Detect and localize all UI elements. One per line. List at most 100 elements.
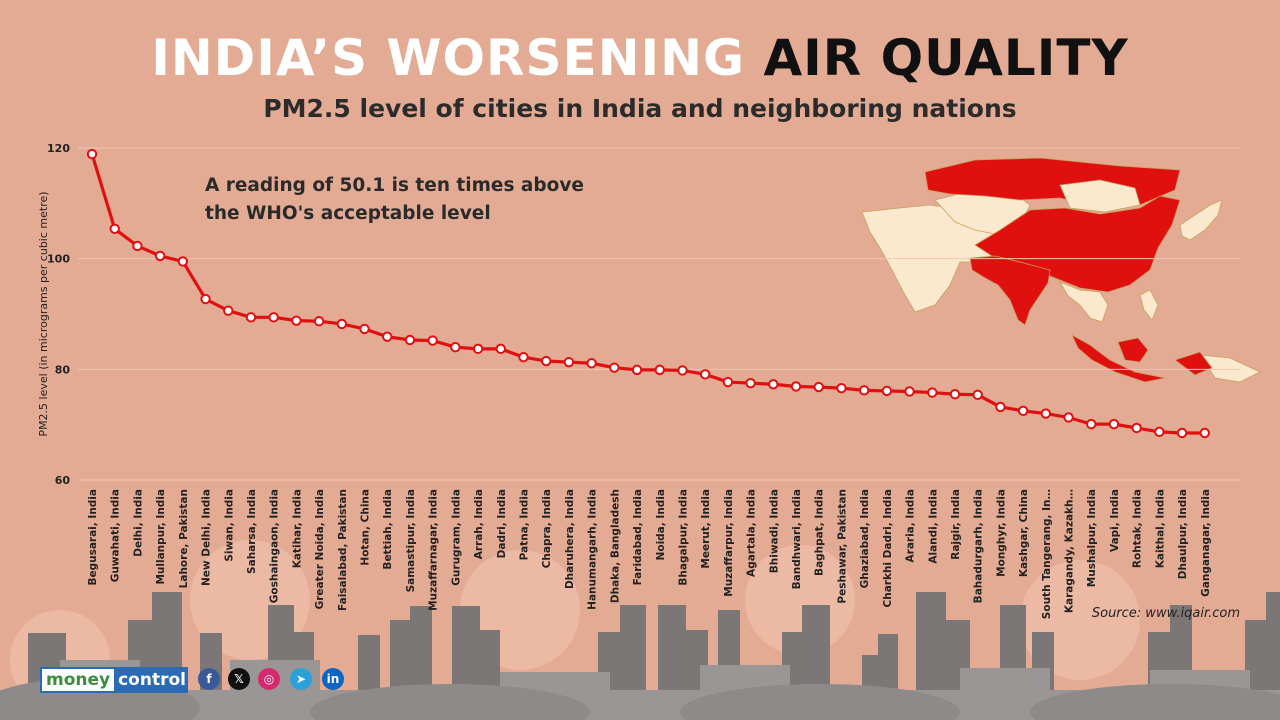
x-tick-label: Muzaffarpur, India — [723, 489, 735, 597]
linkedin-icon[interactable]: in — [322, 668, 344, 690]
y-tick-label: 120 — [47, 142, 70, 155]
data-point — [1176, 427, 1188, 439]
x-tick-label: Bettiah, India — [382, 489, 394, 570]
data-point — [972, 389, 983, 400]
chart-series — [86, 148, 1210, 439]
x-tick-label: Dhaulpur, India — [1177, 489, 1189, 579]
data-point — [586, 358, 597, 369]
title-part-1: INDIA’S WORSENING — [151, 29, 746, 87]
x-tick-label: Agartala, India — [746, 489, 758, 577]
x-tick-label: Meerut, India — [700, 489, 712, 569]
x-tick-label: Siwan, India — [223, 489, 235, 562]
data-point — [359, 323, 370, 335]
x-tick-label: Muzaffarnagar, India — [428, 489, 440, 611]
telegram-icon[interactable]: ➤ — [290, 668, 312, 690]
x-tick-label: Kashgar, China — [1018, 489, 1030, 577]
x-tick-label: Baghpat, India — [814, 489, 826, 576]
logo-part-2: control — [118, 670, 186, 690]
x-tick-label: Chapra, India — [541, 489, 553, 568]
x-tick-label: Begusarai, India — [87, 489, 99, 586]
x-tick-label: Araria, India — [905, 489, 917, 562]
x-tick-label: Goshaingaon, India — [269, 489, 281, 603]
data-point — [382, 331, 393, 342]
data-point — [1017, 405, 1029, 417]
y-tick-label: 60 — [55, 474, 71, 487]
x-tick-label: Ganganagar, India — [1200, 489, 1212, 597]
y-axis-label: PM2.5 level (in micrograms per cubic met… — [37, 191, 50, 436]
x-tick-label: Mullanpur, India — [155, 489, 167, 585]
x-tick-label: Lahore, Pakistan — [178, 489, 190, 588]
x-tick-label: Alandi, India — [927, 489, 939, 564]
x-tick-label: Bahadurgarh, India — [973, 489, 985, 603]
data-point — [154, 250, 166, 262]
map-india — [969, 255, 1051, 326]
data-point — [1063, 412, 1074, 423]
data-point — [1108, 418, 1120, 430]
data-point — [132, 240, 143, 252]
data-point — [1131, 422, 1142, 434]
title-part-2: AIR QUALITY — [763, 29, 1129, 87]
data-point — [291, 315, 302, 326]
map-borneo — [1117, 337, 1149, 363]
x-icon[interactable]: 𝕏 — [228, 668, 250, 690]
x-tick-label: Peshawar, Pakistan — [836, 489, 848, 604]
map-korea-japan — [1179, 199, 1223, 241]
map-philippines — [1139, 289, 1159, 321]
data-point — [927, 387, 938, 398]
x-tick-label: Samastipur, India — [405, 489, 417, 592]
x-tick-label: Rajgir, India — [950, 489, 962, 560]
data-point — [768, 379, 779, 390]
data-point — [1154, 426, 1165, 438]
chart-axes: 60 80 100 120 PM2.5 level (in micrograms per… — [37, 142, 1240, 487]
x-tick-label: Charkhi Dadri, India — [882, 489, 894, 607]
page-title: INDIA’S WORSENING AIR QUALITY — [0, 28, 1280, 88]
x-tick-label: Delhi, India — [132, 489, 144, 557]
x-tick-label: Bhiwadi, India — [768, 489, 780, 573]
x-tick-label: Katihar, India — [291, 489, 303, 568]
data-point — [541, 355, 552, 367]
x-tick-label: Patna, India — [518, 489, 530, 560]
data-point — [177, 256, 189, 267]
data-point — [949, 389, 961, 400]
data-point — [563, 356, 575, 368]
x-tick-label: Gurugram, India — [450, 489, 462, 586]
data-point — [609, 362, 620, 373]
data-point — [223, 305, 234, 316]
data-point — [813, 381, 824, 393]
data-point — [745, 377, 756, 389]
data-point — [86, 148, 98, 160]
data-point — [1040, 408, 1052, 419]
x-tick-label: Mushalpur, India — [1086, 489, 1098, 587]
data-point — [1199, 427, 1210, 439]
x-tick-label: New Delhi, India — [201, 489, 213, 586]
map-mongolia — [1059, 179, 1141, 213]
data-point — [495, 343, 506, 355]
x-tick-label: Bhagalpur, India — [677, 489, 689, 586]
facebook-icon[interactable]: f — [198, 668, 220, 690]
data-point — [677, 365, 688, 376]
x-tick-label: Saharsa, India — [246, 489, 258, 574]
data-point — [518, 351, 529, 363]
data-point — [450, 342, 461, 353]
x-tick-label: Dharuhera, India — [564, 489, 576, 589]
x-tick-label: Monghyr, India — [995, 489, 1007, 577]
x-tick-label: Arrah, India — [473, 489, 485, 559]
x-tick-label: Rohtak, India — [1132, 489, 1144, 568]
logo-part-1: money — [42, 669, 115, 691]
x-tick-label: Ghaziabad, India — [859, 489, 871, 588]
x-tick-label: Dhaka, Bangladesh — [609, 489, 621, 603]
data-point — [836, 382, 847, 394]
map-new-guinea — [1199, 354, 1261, 383]
moneycontrol-logo[interactable]: money control — [40, 667, 188, 693]
x-tick-label: Kaithal, India — [1154, 489, 1166, 568]
map-southeast-asia — [1059, 281, 1109, 323]
data-point — [699, 369, 711, 380]
data-point — [858, 385, 870, 396]
instagram-icon[interactable]: ◎ — [258, 668, 280, 690]
data-point — [631, 364, 643, 376]
data-point — [427, 335, 438, 346]
x-tick-label: Noida, India — [655, 489, 667, 560]
data-point — [200, 293, 211, 305]
data-point — [472, 343, 484, 355]
